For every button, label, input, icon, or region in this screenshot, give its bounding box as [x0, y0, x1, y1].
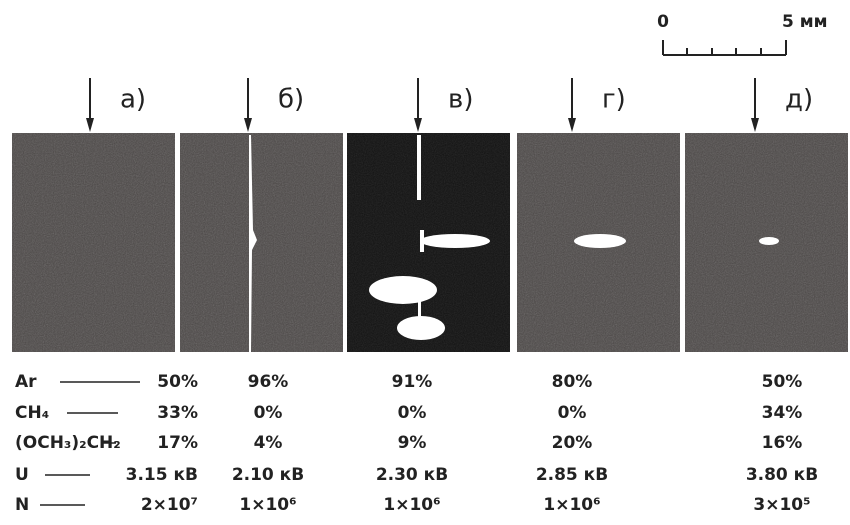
cell: 4%: [254, 433, 283, 453]
arrow-head: [414, 118, 422, 132]
cell: 16%: [762, 433, 803, 453]
cell: 50%: [762, 372, 803, 392]
scale-end: 5 мм: [782, 12, 828, 32]
row-label: Ar: [15, 372, 37, 392]
panel: а): [12, 78, 175, 352]
cell: 0%: [558, 403, 587, 423]
cell: 0%: [398, 403, 427, 423]
arrow-head: [751, 118, 759, 132]
cell: 33%: [157, 403, 198, 423]
cell: 3.15 кВ: [126, 465, 198, 485]
panel: б): [180, 78, 343, 352]
cell: 2.10 кВ: [232, 465, 304, 485]
cell: 1×10⁶: [543, 495, 600, 515]
row-label: U: [15, 465, 29, 485]
panel-label: д): [785, 85, 813, 115]
row-label: CH₄: [15, 403, 49, 423]
panel-label: б): [278, 85, 304, 115]
arrow-head: [244, 118, 252, 132]
cell: 3×10⁵: [753, 495, 810, 515]
cell: 2.85 кВ: [536, 465, 608, 485]
arrow-head: [86, 118, 94, 132]
panel: г): [517, 78, 680, 352]
panel-grain: [180, 133, 343, 352]
figure: 0 5 мм а) б) в) г) д) Ar 50% 96% 91% 80% 50% CH₄ 33…: [0, 0, 850, 525]
cell: 3.80 кВ: [746, 465, 818, 485]
cell: 9%: [398, 433, 427, 453]
cell: 34%: [762, 403, 803, 423]
cell: 1×10⁶: [383, 495, 440, 515]
cell: 2×10⁷: [141, 495, 198, 515]
cell: 1×10⁶: [239, 495, 296, 515]
arrow-head: [568, 118, 576, 132]
panel-label: г): [602, 85, 626, 115]
panel: д): [685, 78, 848, 352]
scale-bar: [663, 40, 786, 55]
cell: 91%: [392, 372, 433, 392]
cell: 2.30 кВ: [376, 465, 448, 485]
cell: 17%: [157, 433, 198, 453]
panel: в): [347, 78, 510, 352]
scale-start: 0: [657, 12, 669, 32]
panel-label: а): [120, 85, 146, 115]
panel-grain: [12, 133, 175, 352]
panel-label: в): [448, 85, 473, 115]
cell: 0%: [254, 403, 283, 423]
cell: 50%: [157, 372, 198, 392]
cell: 20%: [552, 433, 593, 453]
cell: 96%: [248, 372, 289, 392]
cell: 80%: [552, 372, 593, 392]
row-label: N: [15, 495, 29, 515]
